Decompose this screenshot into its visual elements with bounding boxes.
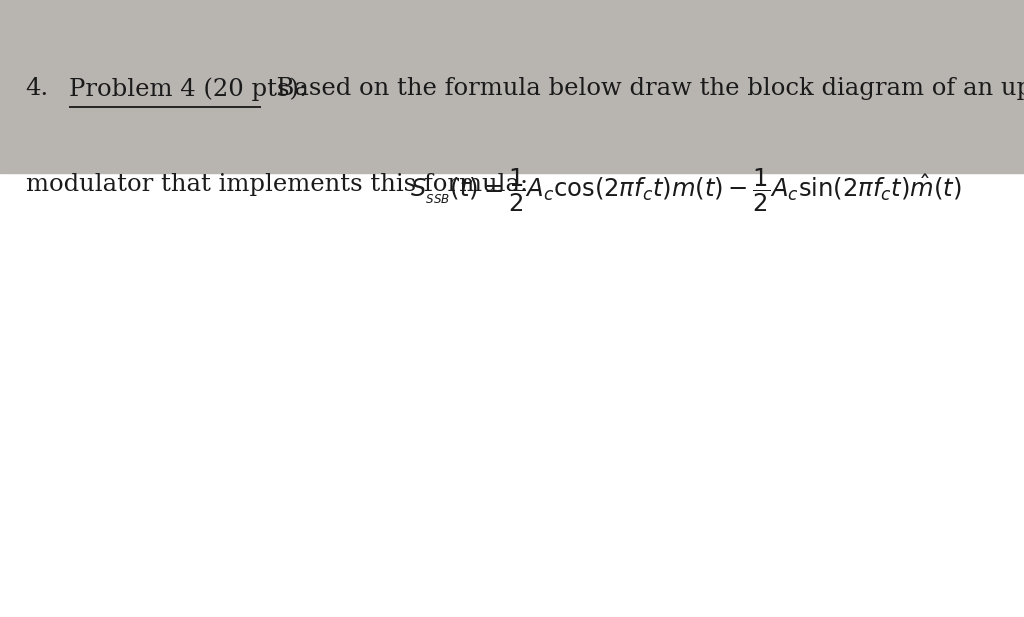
Bar bbox=[0, 0, 1024, 173]
Text: Based on the formula below draw the block diagram of an upper SSB: Based on the formula below draw the bloc… bbox=[261, 77, 1024, 100]
Text: Problem 4 (20 pts):: Problem 4 (20 pts): bbox=[69, 77, 306, 101]
Text: modulator that implements this formula:: modulator that implements this formula: bbox=[26, 173, 543, 196]
Text: $S_{_{SSB}}(t)=\dfrac{1}{2}A_c\cos(2\pi f_c t)m(t)-\dfrac{1}{2}A_c\sin(2\pi f_c : $S_{_{SSB}}(t)=\dfrac{1}{2}A_c\cos(2\pi … bbox=[410, 167, 962, 214]
Text: 4.: 4. bbox=[26, 77, 49, 100]
